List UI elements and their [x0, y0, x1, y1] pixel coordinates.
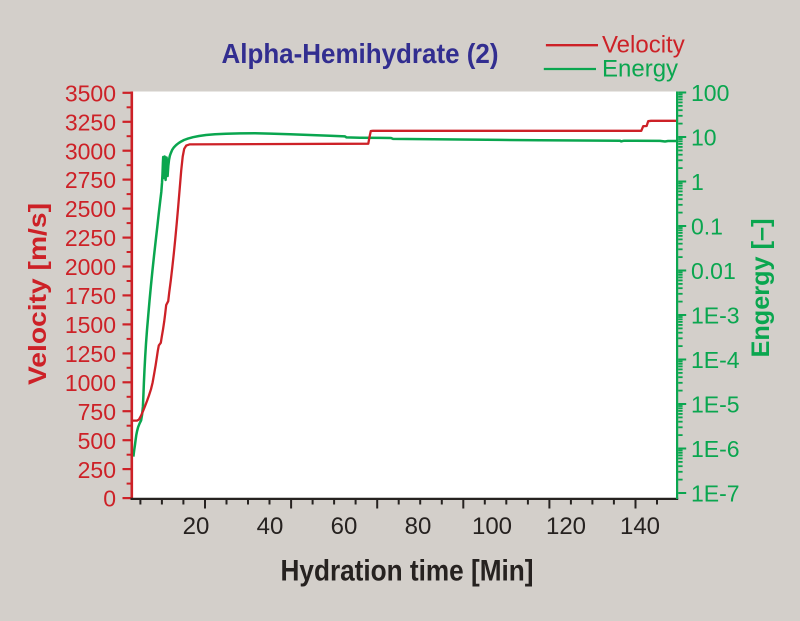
svg-text:3500: 3500 — [65, 80, 116, 106]
svg-text:100: 100 — [472, 513, 512, 540]
svg-text:Alpha-Hemihydrate (2): Alpha-Hemihydrate (2) — [222, 38, 499, 69]
svg-text:Velocity [m/s]: Velocity [m/s] — [24, 203, 52, 385]
svg-text:Engergy [–]: Engergy [–] — [747, 219, 775, 358]
svg-text:1E-4: 1E-4 — [691, 347, 740, 373]
svg-text:1500: 1500 — [65, 312, 116, 338]
svg-text:140: 140 — [620, 513, 660, 540]
svg-text:120: 120 — [546, 513, 586, 540]
svg-text:40: 40 — [257, 513, 284, 540]
svg-text:0.1: 0.1 — [691, 213, 723, 239]
svg-text:1750: 1750 — [65, 283, 116, 309]
svg-text:2250: 2250 — [65, 225, 116, 251]
svg-text:1E-6: 1E-6 — [691, 436, 740, 462]
svg-text:2500: 2500 — [65, 196, 116, 222]
svg-text:1: 1 — [691, 169, 704, 195]
svg-text:1E-5: 1E-5 — [691, 391, 740, 417]
svg-text:1000: 1000 — [65, 370, 116, 396]
svg-text:1250: 1250 — [65, 341, 116, 367]
svg-text:10: 10 — [691, 124, 717, 150]
svg-text:750: 750 — [78, 399, 116, 425]
svg-text:1E-7: 1E-7 — [691, 480, 740, 506]
svg-text:500: 500 — [78, 428, 116, 454]
svg-text:100: 100 — [691, 80, 729, 106]
svg-text:20: 20 — [183, 513, 210, 540]
svg-text:Energy: Energy — [602, 56, 678, 83]
svg-text:2000: 2000 — [65, 254, 116, 280]
svg-text:60: 60 — [331, 513, 358, 540]
svg-text:80: 80 — [405, 513, 432, 540]
svg-text:3000: 3000 — [65, 138, 116, 164]
svg-text:0.01: 0.01 — [691, 258, 736, 284]
svg-text:250: 250 — [78, 457, 116, 483]
svg-text:0: 0 — [103, 486, 116, 512]
svg-text:Hydration time [Min]: Hydration time [Min] — [281, 555, 534, 588]
svg-text:Velocity: Velocity — [602, 32, 685, 59]
svg-text:2750: 2750 — [65, 167, 116, 193]
svg-text:1E-3: 1E-3 — [691, 302, 740, 328]
svg-text:3250: 3250 — [65, 109, 116, 135]
